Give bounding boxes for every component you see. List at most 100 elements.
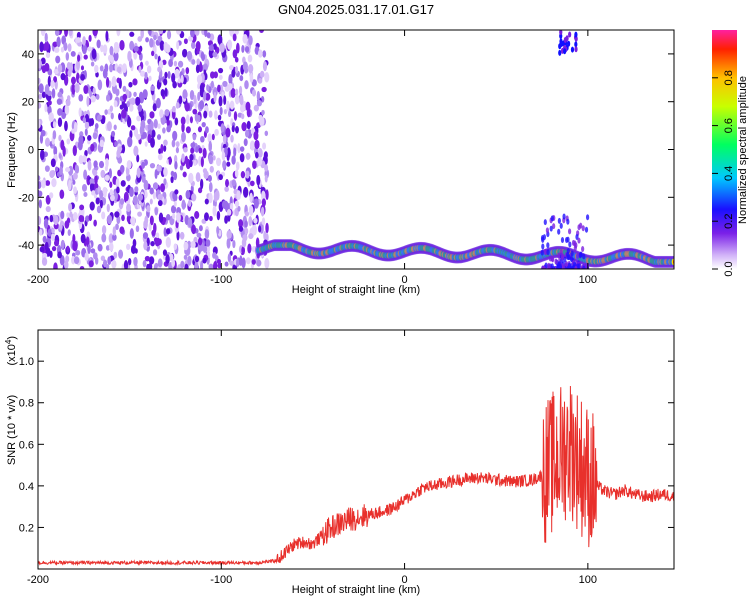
heatmap-cell — [259, 70, 265, 78]
heatmap-cell — [265, 189, 269, 201]
colorbar-tick-label: 0.8 — [723, 70, 735, 85]
heatmap-cell — [120, 180, 126, 187]
heatmap-cell — [126, 159, 132, 170]
colorbar-gradient — [712, 30, 737, 269]
heatmap-cell — [558, 43, 562, 50]
heatmap-cell — [226, 237, 231, 249]
heatmap-cell — [95, 93, 100, 100]
heatmap-cell — [99, 139, 105, 148]
heatmap-cell — [188, 172, 194, 184]
heatmap-cell — [194, 211, 200, 219]
heatmap-cell — [229, 30, 235, 37]
heatmap-cell — [59, 189, 65, 199]
heatmap-cell — [222, 160, 226, 169]
heatmap-cell — [66, 138, 71, 145]
colorbar: 0.0 0.2 0.4 0.6 0.8 Normalized spectral ampl… — [712, 30, 749, 277]
heatmap-cell — [184, 155, 188, 165]
heatmap-cell — [232, 33, 237, 42]
heatmap-cell — [93, 219, 97, 227]
heatmap-cell — [149, 120, 154, 131]
heatmap-cell — [149, 162, 156, 169]
heatmap-cell — [568, 241, 572, 248]
heatmap-cell — [242, 61, 248, 72]
heatmap-cell — [240, 113, 245, 120]
heatmap-cell — [245, 152, 251, 160]
heatmap-cell — [226, 208, 232, 216]
heatmap-cell — [264, 72, 270, 83]
heatmap-cell — [262, 61, 268, 72]
heatmap-cell — [251, 259, 256, 265]
heatmap-cell — [216, 210, 221, 221]
heatmap-cell — [65, 167, 71, 173]
heatmap-cell — [68, 202, 73, 212]
heatmap-cell — [128, 81, 133, 88]
heatmap-cell — [247, 243, 252, 254]
heatmap-cell — [54, 30, 60, 37]
heatmap-cell — [212, 205, 217, 217]
heatmap-cell — [61, 111, 66, 120]
heatmap-cell — [250, 180, 255, 187]
heatmap-cell — [40, 30, 46, 37]
heatmap-cell — [157, 153, 163, 161]
heatmap-cell — [206, 84, 210, 92]
heatmap-cell — [121, 144, 126, 154]
heatmap-cell — [239, 94, 244, 106]
heatmap-cell — [87, 160, 92, 171]
heatmap-cell — [558, 49, 562, 56]
heatmap-cell — [142, 131, 147, 139]
heatmap-cell — [567, 228, 572, 235]
heatmap-cell — [188, 35, 194, 42]
heatmap-cell — [137, 104, 143, 112]
heatmap-cell — [89, 178, 95, 184]
heatmap-cell — [163, 178, 167, 186]
heatmap-cell — [177, 60, 184, 68]
heatmap-cell — [560, 237, 565, 244]
y-tick-label: 0.4 — [19, 481, 34, 493]
heatmap-cell — [78, 94, 84, 102]
heatmap-cell — [179, 231, 185, 240]
heatmap-cell — [87, 244, 91, 255]
heatmap-cell — [45, 195, 51, 205]
heatmap-cell — [58, 152, 62, 159]
heatmap-cell — [568, 31, 572, 38]
heatmap-cell — [148, 256, 155, 265]
heatmap-cell — [88, 213, 93, 222]
heatmap-cell — [218, 174, 223, 181]
heatmap-cell — [72, 240, 78, 252]
heatmap-cell — [129, 40, 135, 51]
heatmap-cell — [52, 41, 58, 48]
heatmap-cell — [90, 248, 96, 254]
heatmap-cell — [50, 79, 55, 89]
heatmap-cell — [118, 112, 122, 121]
heatmap-cell — [566, 218, 570, 225]
heatmap-cell — [187, 199, 192, 207]
colorbar-label: Normalized spectral amplitude — [737, 76, 749, 224]
heatmap-cell — [218, 95, 223, 107]
heatmap-cell — [127, 258, 132, 266]
heatmap-cell — [234, 200, 240, 207]
heatmap-cell — [226, 100, 230, 112]
heatmap-cell — [72, 145, 77, 157]
heatmap-cell — [172, 130, 178, 141]
heatmap-cell — [112, 226, 116, 236]
heatmap-cell — [52, 130, 57, 140]
heatmap-cell — [163, 167, 168, 177]
heatmap-cell — [113, 100, 118, 108]
heatmap-cell — [221, 200, 227, 209]
heatmap-cell — [108, 242, 114, 252]
heatmap-cell — [173, 200, 177, 208]
heatmap-cell — [57, 251, 62, 259]
heatmap-cell — [257, 49, 263, 58]
heatmap-cell — [163, 227, 167, 237]
heatmap-cell — [180, 74, 184, 84]
heatmap-cell — [109, 194, 115, 202]
heatmap-cell — [199, 83, 205, 92]
heatmap-cell — [59, 166, 63, 176]
heatmap-cell — [248, 205, 254, 216]
heatmap-cell — [230, 134, 234, 143]
heatmap-cell — [256, 259, 262, 267]
heatmap-cell — [546, 249, 550, 256]
heatmap-cell — [56, 36, 61, 48]
heatmap-cell — [99, 190, 104, 199]
heatmap-cell — [119, 198, 125, 205]
